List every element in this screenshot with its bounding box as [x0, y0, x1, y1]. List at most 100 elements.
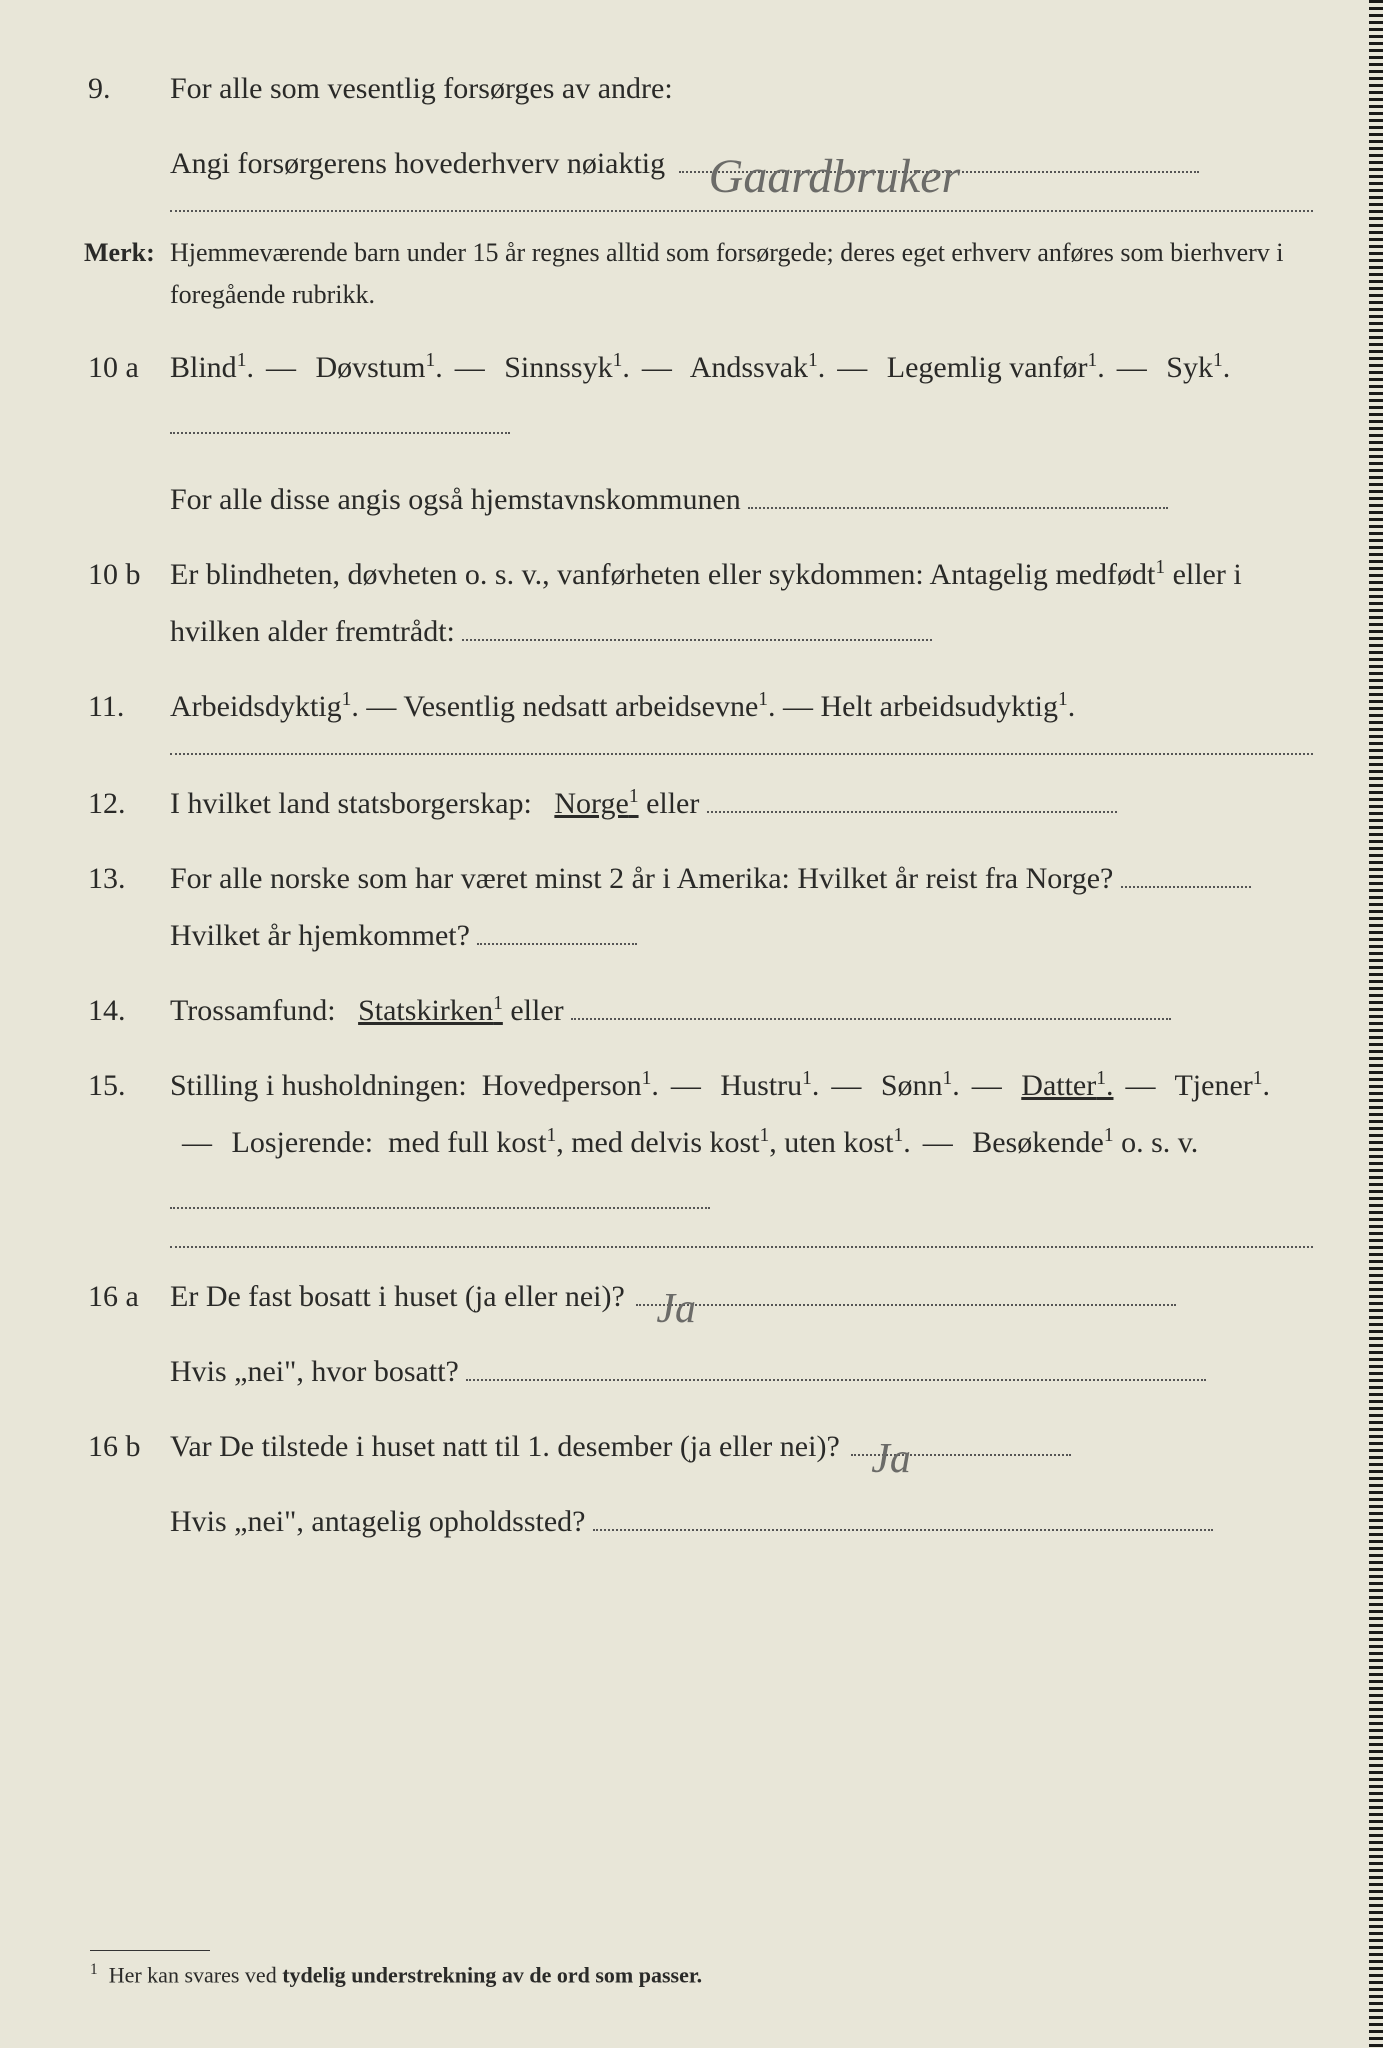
q16a-line2: Hvis „nei", hvor bosatt? — [170, 1343, 1313, 1400]
q15-losj-2: med delvis kost1, — [571, 1126, 777, 1159]
q15-opt-datter: Datter1. — [1021, 1069, 1113, 1102]
q15-opt-hustru: Hustru1. — [720, 1069, 819, 1102]
question-16a: 16 a Er De fast bosatt i huset (ja eller… — [80, 1268, 1313, 1400]
q10a-opt-dovstum: Døvstum1. — [315, 351, 442, 384]
q10b-number: 10 b — [80, 546, 170, 603]
q11-opt-3: Helt arbeidsudyktig1. — [821, 690, 1076, 723]
question-10a: 10 a Blind1.— Døvstum1.— Sinnssyk1.— And… — [80, 339, 1313, 528]
q16b-fill-1: Ja — [851, 1454, 1071, 1456]
q16b-text1: Var De tilstede i huset natt til 1. dese… — [170, 1430, 840, 1463]
merk-text: Hjemmeværende barn under 15 år regnes al… — [170, 232, 1313, 315]
q16a-fill-1: Ja — [636, 1304, 1176, 1306]
footnote-area: 1 Her kan svares ved tydelig understrekn… — [90, 1850, 1273, 1988]
q16a-fill-2 — [466, 1379, 1206, 1381]
q10a-opt-legemlig: Legemlig vanfør1. — [887, 351, 1105, 384]
q10a-opt-syk: Syk1. — [1166, 351, 1230, 384]
merk-note: Merk: Hjemmeværende barn under 15 år reg… — [80, 232, 1313, 315]
q12-fill — [707, 811, 1117, 813]
footnote: 1 Her kan svares ved tydelig understrekn… — [90, 1961, 1273, 1988]
q16b-line1: Var De tilstede i huset natt til 1. dese… — [170, 1418, 1313, 1475]
q15-opt-tjener: Tjener1. — [1174, 1069, 1270, 1102]
q14-text: Trossamfund: — [170, 994, 336, 1027]
q15-text: Stilling i husholdningen: — [170, 1069, 467, 1102]
q16a-text2: Hvis „nei", hvor bosatt? — [170, 1355, 459, 1388]
q10a-line2: For alle disse angis også hjemstavnskomm… — [170, 483, 741, 516]
q16b-line2: Hvis „nei", antagelig opholdssted? — [170, 1493, 1313, 1550]
q13-text1: For alle norske som har været minst 2 år… — [170, 862, 1113, 895]
q9-answer-handwritten: Gaardbruker — [709, 131, 961, 222]
q11-number: 11. — [80, 678, 170, 735]
q9-answer-line: Gaardbruker — [679, 171, 1199, 173]
q9-content: For alle som vesentlig forsørges av andr… — [170, 60, 1313, 192]
q13-text2: Hvilket år hjemkommet? — [170, 919, 470, 952]
q16b-number: 16 b — [80, 1418, 170, 1475]
q10a-opt-andssvak: Andssvak1. — [690, 351, 826, 384]
q9-line1: For alle som vesentlig forsørges av andr… — [170, 60, 1313, 117]
footnote-text-1: Her kan svares ved — [109, 1962, 283, 1987]
q15-opt-sonn: Sønn1. — [881, 1069, 960, 1102]
q10b-fill — [462, 639, 932, 641]
footnote-mark: 1 — [90, 1961, 98, 1978]
q15-losj-3: uten kost1. — [784, 1126, 910, 1159]
q15-opt-hoved: Hovedperson1. — [482, 1069, 659, 1102]
footnote-separator — [90, 1950, 210, 1951]
question-16b: 16 b Var De tilstede i huset natt til 1.… — [80, 1418, 1313, 1550]
q10b-text1: Er blindheten, døvheten o. s. v., vanfør… — [170, 558, 1155, 591]
q13-fill-2 — [477, 943, 637, 945]
q13-number: 13. — [80, 850, 170, 907]
q9-label: Angi forsørgerens hovederhverv nøiaktig — [170, 147, 665, 180]
q16b-fill-2 — [593, 1529, 1213, 1531]
q14-statskirken: Statskirken1 — [358, 994, 503, 1027]
q16a-content: Er De fast bosatt i huset (ja eller nei)… — [170, 1268, 1313, 1400]
census-form-page: 9. For alle som vesentlig forsørges av a… — [80, 60, 1313, 2008]
q10a-fill-2 — [748, 507, 1168, 509]
page-perforation — [1369, 0, 1383, 2048]
question-14: 14. Trossamfund: Statskirken1 eller — [80, 982, 1313, 1039]
q14-or: eller — [510, 994, 563, 1027]
q13-content: For alle norske som har været minst 2 år… — [170, 850, 1313, 964]
q15-losj: Losjerende: — [232, 1126, 374, 1159]
q16a-line1: Er De fast bosatt i huset (ja eller nei)… — [170, 1268, 1313, 1325]
q15-losj-1: med full kost1, — [388, 1126, 564, 1159]
q12-norge: Norge1 — [554, 787, 638, 820]
q15-content: Stilling i husholdningen: Hovedperson1.—… — [170, 1057, 1313, 1228]
q15-besok: Besøkende1 — [972, 1126, 1113, 1159]
q15-fill — [170, 1207, 710, 1209]
q12-content: I hvilket land statsborgerskap: Norge1 e… — [170, 775, 1313, 832]
separator-2 — [170, 753, 1313, 755]
q15-number: 15. — [80, 1057, 170, 1114]
q11-opt-1: Arbeidsdyktig1. — [170, 690, 359, 723]
q12-text: I hvilket land statsborgerskap: — [170, 787, 532, 820]
q14-number: 14. — [80, 982, 170, 1039]
q10a-content: Blind1.— Døvstum1.— Sinnssyk1.— Andssvak… — [170, 339, 1313, 528]
question-15: 15. Stilling i husholdningen: Hovedperso… — [80, 1057, 1313, 1228]
q9-line2: Angi forsørgerens hovederhverv nøiaktig … — [170, 135, 1313, 192]
q10b-content: Er blindheten, døvheten o. s. v., vanfør… — [170, 546, 1313, 660]
question-12: 12. I hvilket land statsborgerskap: Norg… — [80, 775, 1313, 832]
q12-or: eller — [646, 787, 699, 820]
q10a-options: Blind1.— Døvstum1.— Sinnssyk1.— Andssvak… — [170, 339, 1313, 453]
q16a-text1: Er De fast bosatt i huset (ja eller nei)… — [170, 1280, 625, 1313]
q16b-content: Var De tilstede i huset natt til 1. dese… — [170, 1418, 1313, 1550]
q14-fill — [571, 1018, 1171, 1020]
q16b-answer: Ja — [871, 1420, 911, 1500]
question-9: 9. For alle som vesentlig forsørges av a… — [80, 60, 1313, 192]
q10a-opt-sinnssyk: Sinnssyk1. — [504, 351, 630, 384]
q12-number: 12. — [80, 775, 170, 832]
question-10b: 10 b Er blindheten, døvheten o. s. v., v… — [80, 546, 1313, 660]
q16b-text2: Hvis „nei", antagelig opholdssted? — [170, 1505, 586, 1538]
q11-content: Arbeidsdyktig1. — Vesentlig nedsatt arbe… — [170, 678, 1313, 735]
q15-osv: o. s. v. — [1121, 1126, 1198, 1159]
q9-number: 9. — [80, 60, 170, 117]
question-11: 11. Arbeidsdyktig1. — Vesentlig nedsatt … — [80, 678, 1313, 735]
q10a-line2-wrap: For alle disse angis også hjemstavnskomm… — [170, 471, 1313, 528]
q16a-answer: Ja — [656, 1270, 696, 1350]
q14-content: Trossamfund: Statskirken1 eller — [170, 982, 1313, 1039]
merk-label: Merk: — [80, 232, 170, 315]
q10a-number: 10 a — [80, 339, 170, 396]
q16a-number: 16 a — [80, 1268, 170, 1325]
q10a-fill-1 — [170, 432, 510, 434]
separator-3 — [170, 1246, 1313, 1248]
footnote-bold: tydelig understrekning av de ord som pas… — [282, 1962, 702, 1987]
q11-opt-2: Vesentlig nedsatt arbeidsevne1. — [403, 690, 775, 723]
